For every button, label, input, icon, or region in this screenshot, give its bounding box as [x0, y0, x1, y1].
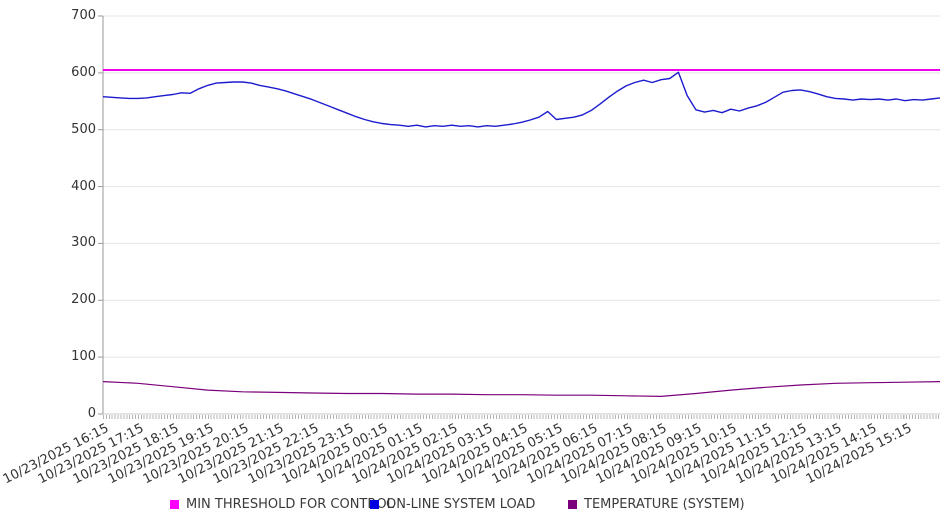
- legend-swatch-magenta-icon: [170, 500, 179, 509]
- legend-label-temperature: TEMPERATURE (SYSTEM): [584, 497, 745, 512]
- legend-swatch-purple-icon: [568, 500, 577, 509]
- y-tick-label: 600: [71, 64, 96, 80]
- y-tick-label: 200: [71, 292, 96, 308]
- legend-item-system-load: ON-LINE SYSTEM LOAD: [370, 497, 535, 512]
- x-axis-minor-ticks: [103, 415, 941, 419]
- y-tick-label: 300: [71, 235, 96, 251]
- legend: MIN THRESHOLD FOR CONTROL ON-LINE SYSTEM…: [0, 495, 946, 519]
- legend-swatch-blue-icon: [370, 500, 379, 509]
- legend-label-min-threshold: MIN THRESHOLD FOR CONTROL: [186, 497, 394, 512]
- y-tick-label: 100: [71, 349, 96, 365]
- legend-item-min-threshold: MIN THRESHOLD FOR CONTROL: [170, 497, 394, 512]
- y-tick-label: 0: [87, 406, 96, 421]
- y-tick-label: 700: [71, 8, 96, 23]
- legend-item-temperature: TEMPERATURE (SYSTEM): [568, 497, 745, 512]
- y-tick-label: 400: [71, 178, 96, 194]
- y-tick-label: 500: [71, 121, 96, 137]
- legend-label-system-load: ON-LINE SYSTEM LOAD: [386, 497, 536, 512]
